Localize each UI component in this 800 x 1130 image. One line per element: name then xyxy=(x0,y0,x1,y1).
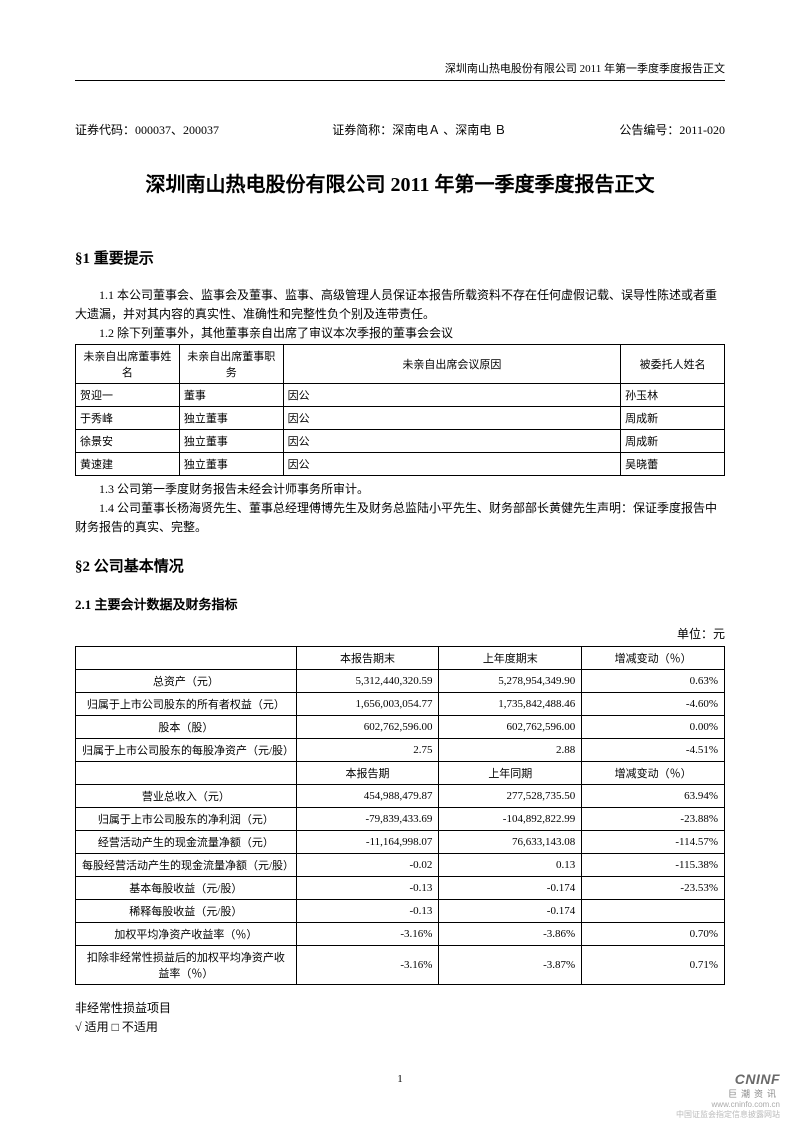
table-row: 归属于上市公司股东的每股净资产（元/股）2.752.88-4.51% xyxy=(76,739,725,762)
main-title: 深圳南山热电股份有限公司 2011 年第一季度季度报告正文 xyxy=(75,168,725,197)
footnote-l2: √ 适用 □ 不适用 xyxy=(75,1018,725,1037)
table-row: 扣除非经常性损益后的加权平均净资产收益率（％）-3.16%-3.87%0.71% xyxy=(76,946,725,985)
unit-label: 单位：元 xyxy=(75,625,725,642)
logo-text-mid: 巨潮资讯 xyxy=(676,1087,780,1100)
table-header-row: 未亲自出席董事姓名 未亲自出席董事职务 未亲自出席会议原因 被委托人姓名 xyxy=(76,344,725,383)
section1-p3: 1.3 公司第一季度财务报告未经会计师事务所审计。 xyxy=(75,480,725,499)
logo-sub: 中国证监会指定信息披露网站 xyxy=(676,1109,780,1120)
table-header-row: 本报告期 上年同期 增减变动（％） xyxy=(76,762,725,785)
section1-p2: 1.2 除下列董事外，其他董事亲自出席了审议本次季报的董事会会议 xyxy=(75,324,725,343)
page-number: 1 xyxy=(397,1073,403,1085)
section1-p4: 1.4 公司董事长杨海贤先生、董事总经理傅博先生及财务总监陆小平先生、财务部部长… xyxy=(75,499,725,537)
meta-row: 证券代码：000037、200037 证券简称：深南电Ａ 、深南电 Ｂ 公告编号… xyxy=(75,121,725,138)
header-running-title: 深圳南山热电股份有限公司 2011 年第一季度季度报告正文 xyxy=(75,60,725,81)
section2-title: §2 公司基本情况 xyxy=(75,555,725,576)
table-header-row: 本报告期末 上年度期末 增减变动（％） xyxy=(76,647,725,670)
table-row: 总资产（元）5,312,440,320.595,278,954,349.900.… xyxy=(76,670,725,693)
table-row: 基本每股收益（元/股）-0.13-0.174-23.53% xyxy=(76,877,725,900)
table-row: 归属于上市公司股东的所有者权益（元）1,656,003,054.771,735,… xyxy=(76,693,725,716)
logo-url: www.cninfo.com.cn xyxy=(676,1100,780,1109)
table-row: 黄速建独立董事因公吴晓蕾 xyxy=(76,452,725,475)
table-row: 于秀峰独立董事因公周成新 xyxy=(76,406,725,429)
section1-title: §1 重要提示 xyxy=(75,247,725,268)
logo-text-top: CNINF xyxy=(676,1071,780,1087)
section1-p1: 1.1 本公司董事会、监事会及董事、监事、高级管理人员保证本报告所载资料不存在任… xyxy=(75,286,725,324)
table-row: 加权平均净资产收益率（％）-3.16%-3.86%0.70% xyxy=(76,923,725,946)
table-row: 营业总收入（元）454,988,479.87277,528,735.5063.9… xyxy=(76,785,725,808)
table-row: 稀释每股收益（元/股）-0.13-0.174 xyxy=(76,900,725,923)
securities-code: 证券代码：000037、200037 xyxy=(75,121,219,138)
footnote: 非经常性损益项目 √ 适用 □ 不适用 xyxy=(75,999,725,1037)
table-row: 经营活动产生的现金流量净额（元）-11,164,998.0776,633,143… xyxy=(76,831,725,854)
table-row: 归属于上市公司股东的净利润（元）-79,839,433.69-104,892,8… xyxy=(76,808,725,831)
table-row: 徐景安独立董事因公周成新 xyxy=(76,429,725,452)
section2-subtitle: 2.1 主要会计数据及财务指标 xyxy=(75,594,725,613)
table-row: 股本（股）602,762,596.00602,762,596.000.00% xyxy=(76,716,725,739)
announcement-number: 公告编号：2011-020 xyxy=(619,121,725,138)
table-row: 每股经营活动产生的现金流量净额（元/股）-0.020.13-115.38% xyxy=(76,854,725,877)
directors-table: 未亲自出席董事姓名 未亲自出席董事职务 未亲自出席会议原因 被委托人姓名 贺迎一… xyxy=(75,344,725,476)
cninfo-logo: CNINF 巨潮资讯 www.cninfo.com.cn 中国证监会指定信息披露… xyxy=(676,1071,780,1120)
table-row: 贺迎一董事因公孙玉林 xyxy=(76,383,725,406)
securities-short: 证券简称：深南电Ａ 、深南电 Ｂ xyxy=(332,121,506,138)
footnote-l1: 非经常性损益项目 xyxy=(75,999,725,1018)
financial-table: 本报告期末 上年度期末 增减变动（％） 总资产（元）5,312,440,320.… xyxy=(75,646,725,985)
